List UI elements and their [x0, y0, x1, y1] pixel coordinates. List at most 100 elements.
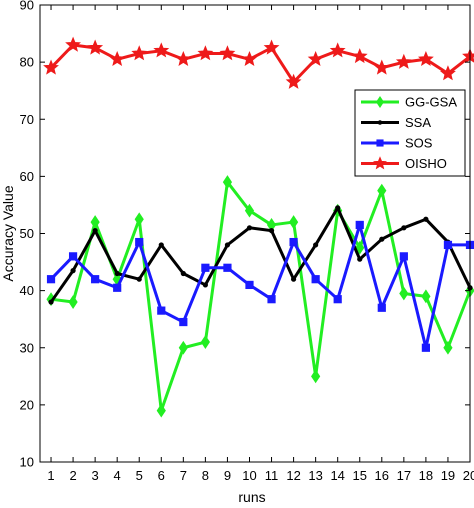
data-point-sos — [355, 220, 364, 230]
data-point-gg-gsa — [443, 340, 453, 355]
data-point-gg-gsa — [178, 340, 188, 355]
data-point-gg-gsa — [377, 183, 387, 198]
data-point-oisho — [219, 45, 236, 61]
data-point-gg-gsa — [399, 286, 409, 301]
data-point-gg-gsa — [288, 215, 299, 229]
plot-frame — [39, 4, 471, 463]
data-point-ssa — [158, 242, 164, 248]
x-tick-label: 14 — [330, 468, 344, 483]
legend-label-ssa: SSA — [405, 115, 431, 130]
data-point-sos — [135, 237, 144, 247]
data-point-ssa — [357, 256, 363, 262]
x-tick-label: 20 — [463, 468, 474, 483]
x-tick-label: 1 — [47, 468, 54, 483]
data-point-oisho — [131, 45, 148, 61]
data-point-oisho — [373, 59, 390, 75]
x-tick-label: 2 — [69, 468, 76, 483]
data-point-sos — [201, 263, 210, 272]
data-point-oisho — [197, 45, 214, 61]
series-layer — [43, 36, 474, 418]
y-axis-title: Accuracy Value — [0, 185, 16, 281]
data-point-ssa — [290, 276, 297, 282]
series-line-gg-gsa — [50, 180, 472, 413]
data-point-oisho — [263, 39, 280, 55]
data-point-oisho — [241, 50, 258, 67]
data-point-gg-gsa — [156, 403, 166, 418]
x-tick-label: 9 — [224, 468, 231, 483]
legend-label-oisho: OISHO — [405, 156, 447, 171]
y-tick-label: 40 — [20, 283, 34, 298]
data-point-gg-gsa — [244, 203, 255, 218]
x-tick-label: 13 — [308, 468, 322, 483]
data-point-sos — [399, 252, 408, 261]
x-tick-label: 17 — [397, 468, 411, 483]
data-point-sos — [333, 295, 342, 304]
legend-label-sos: SOS — [405, 136, 433, 151]
y-tick-label: 50 — [20, 226, 34, 241]
data-point-ssa — [202, 282, 208, 288]
data-point-sos — [68, 252, 78, 261]
data-point-ssa — [70, 268, 76, 274]
data-point-gg-gsa — [68, 295, 78, 309]
series-gg-gsa — [46, 175, 474, 418]
x-tick-label: 15 — [353, 468, 367, 483]
data-point-ssa — [48, 299, 54, 305]
legend: GG-GSA SSA SOS OISHO — [354, 89, 466, 177]
data-point-oisho — [285, 73, 302, 89]
data-point-sos — [157, 306, 166, 315]
y-tick-label: 10 — [20, 455, 34, 470]
data-point-sos — [46, 275, 56, 284]
data-point-sos — [245, 280, 254, 290]
data-point-sos — [311, 275, 320, 284]
data-point-oisho — [109, 50, 126, 67]
data-point-oisho — [417, 50, 434, 67]
data-point-ssa — [224, 242, 231, 248]
x-tick-label: 19 — [441, 468, 455, 483]
data-point-oisho — [43, 59, 59, 75]
legend-box — [354, 89, 466, 177]
x-tick-label: 5 — [136, 468, 143, 483]
data-point-sos — [91, 275, 100, 284]
data-point-oisho — [329, 42, 346, 58]
data-point-sos — [223, 263, 232, 272]
series-line-ssa — [49, 206, 472, 303]
data-point-oisho — [440, 65, 456, 81]
data-point-ssa — [423, 216, 429, 222]
x-tick-label: 11 — [265, 468, 279, 483]
series-oisho — [43, 36, 474, 89]
legend-marker-oisho — [373, 156, 387, 170]
series-ssa — [48, 205, 473, 305]
data-point-oisho — [175, 50, 192, 67]
y-tick-label: 20 — [20, 397, 34, 412]
x-tick-label: 7 — [180, 468, 187, 483]
data-point-ssa — [114, 270, 120, 277]
data-point-sos — [421, 343, 430, 352]
legend-label-gg-gsa: GG-GSA — [405, 95, 457, 110]
data-point-ssa — [92, 228, 98, 234]
y-tick-label: 70 — [20, 112, 34, 127]
x-tick-label: 3 — [92, 468, 99, 483]
data-point-ssa — [268, 228, 275, 234]
data-point-gg-gsa — [421, 289, 431, 304]
x-tick-label: 18 — [419, 468, 433, 483]
x-tick-label: 8 — [202, 468, 209, 483]
y-tick-label: 60 — [20, 169, 34, 184]
x-tick-label: 10 — [242, 468, 256, 483]
series-line-sos — [49, 223, 470, 350]
x-tick-label: 16 — [375, 468, 389, 483]
data-point-gg-gsa — [200, 335, 210, 349]
y-tick-label: 30 — [20, 340, 34, 355]
x-axis-title: runs — [238, 489, 265, 505]
data-point-sos — [289, 237, 298, 247]
data-point-ssa — [335, 205, 341, 211]
x-tick-label: 12 — [286, 468, 300, 483]
legend-marker-sos — [376, 139, 384, 147]
data-point-ssa — [401, 225, 407, 231]
data-point-oisho — [87, 39, 104, 55]
y-tick-label: 90 — [20, 0, 34, 13]
data-point-ssa — [379, 236, 385, 242]
x-tick-label: 6 — [158, 468, 165, 483]
